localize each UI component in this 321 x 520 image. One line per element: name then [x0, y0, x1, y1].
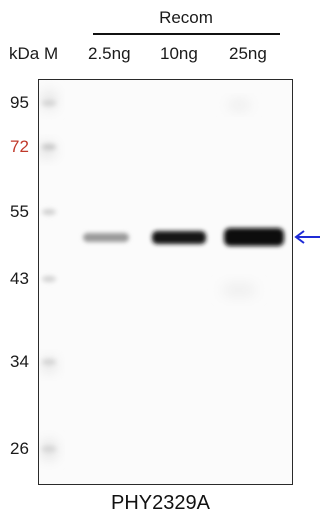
marker-label-95: 95 — [10, 93, 29, 112]
band-arrow-icon — [294, 230, 320, 244]
ladder-band-72 — [42, 144, 56, 150]
western-blot-image — [38, 79, 293, 485]
unit-label: kDa M — [9, 44, 59, 63]
ladder-band-26 — [42, 446, 56, 452]
marker-label-34: 34 — [10, 352, 29, 371]
marker-label-55: 55 — [10, 202, 29, 221]
marker-label-72: 72 — [10, 137, 29, 156]
marker-label-43: 43 — [10, 269, 29, 288]
product-code-caption: PHY2329A — [111, 492, 210, 514]
lane-label-3: 25ng — [229, 44, 267, 63]
lane-label-2: 10ng — [160, 44, 198, 63]
ladder-band-34 — [42, 359, 56, 365]
lane-group-bracket — [93, 33, 280, 35]
ladder-band-55 — [42, 209, 56, 215]
blot-svg — [39, 90, 284, 460]
band-lane-25ng — [224, 228, 284, 246]
ladder-band-43 — [42, 276, 56, 282]
band-lane-2-5ng — [83, 233, 129, 242]
lane-label-1: 2.5ng — [88, 44, 131, 63]
ladder-band-95 — [42, 100, 56, 106]
band-lane-10ng — [152, 231, 206, 244]
lane-group-label: Recom — [159, 8, 213, 27]
marker-label-26: 26 — [10, 439, 29, 458]
